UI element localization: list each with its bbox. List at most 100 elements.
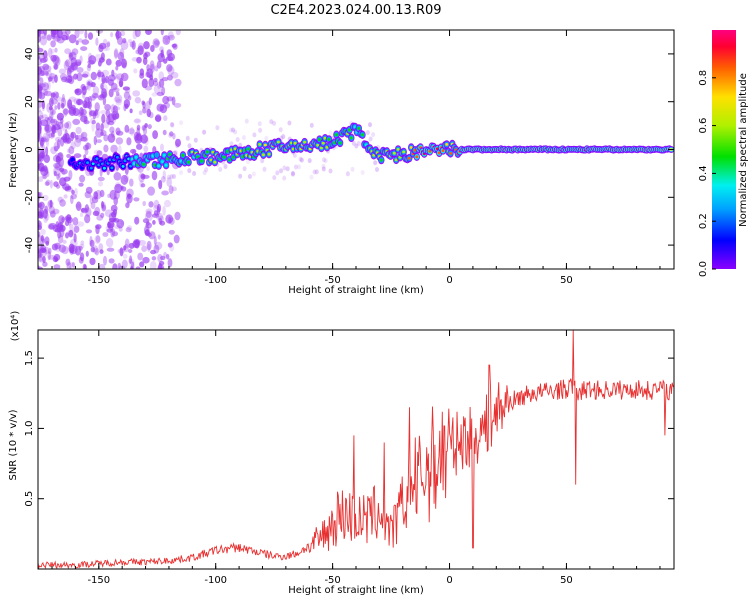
ridge-core bbox=[232, 155, 235, 159]
noise-blob bbox=[110, 104, 116, 113]
noise-blob bbox=[142, 200, 146, 207]
noise-blob bbox=[159, 104, 168, 114]
noise-blob bbox=[91, 122, 95, 132]
x-tick-label: 0 bbox=[446, 275, 452, 286]
noise-blob bbox=[83, 144, 89, 151]
noise-blob bbox=[285, 166, 290, 172]
noise-blob bbox=[61, 31, 68, 36]
noise-blob bbox=[128, 39, 132, 44]
noise-blob bbox=[279, 168, 283, 174]
noise-blob bbox=[75, 98, 84, 106]
noise-blob bbox=[45, 179, 51, 186]
noise-blob bbox=[60, 97, 67, 108]
noise-blob bbox=[51, 30, 59, 36]
noise-blob bbox=[272, 120, 277, 126]
noise-blob bbox=[38, 165, 44, 171]
noise-blob bbox=[66, 261, 72, 269]
noise-blob bbox=[38, 130, 42, 140]
noise-blob bbox=[38, 90, 42, 95]
noise-blob bbox=[157, 81, 161, 89]
noise-blob bbox=[145, 210, 152, 218]
noise-blob bbox=[80, 46, 88, 51]
y-tick-label: -40 bbox=[24, 237, 35, 253]
noise-blob bbox=[57, 102, 61, 110]
noise-blob bbox=[299, 157, 304, 163]
noise-blob bbox=[147, 186, 156, 196]
noise-blob bbox=[247, 174, 252, 179]
noise-blob bbox=[65, 59, 71, 67]
ridge-core bbox=[437, 151, 441, 155]
ridge-core bbox=[187, 160, 191, 164]
ridge-core bbox=[129, 164, 133, 168]
noise-blob bbox=[74, 187, 78, 197]
noise-blob bbox=[43, 90, 52, 97]
noise-blob bbox=[124, 124, 130, 133]
noise-blob bbox=[133, 238, 141, 245]
noise-blob bbox=[278, 127, 283, 133]
noise-blob bbox=[368, 136, 373, 142]
noise-blob bbox=[45, 138, 50, 147]
noise-blob bbox=[146, 108, 152, 118]
noise-blob bbox=[50, 48, 55, 54]
noise-blob bbox=[238, 173, 243, 179]
noise-blob bbox=[307, 158, 312, 164]
y-tick-label: 1.5 bbox=[24, 350, 35, 366]
noise-blob bbox=[50, 146, 57, 155]
snr-multiplier: (x10⁴) bbox=[10, 311, 21, 342]
noise-blob bbox=[84, 30, 88, 39]
noise-blob bbox=[160, 30, 164, 36]
noise-blob bbox=[103, 144, 109, 153]
noise-blob bbox=[133, 197, 140, 202]
noise-blob bbox=[127, 128, 135, 135]
noise-blob bbox=[115, 127, 121, 136]
noise-blob bbox=[74, 137, 82, 148]
noise-blob bbox=[46, 117, 51, 126]
noise-blob bbox=[80, 240, 85, 246]
noise-blob bbox=[38, 47, 44, 53]
noise-blob bbox=[39, 139, 44, 148]
ridge-core bbox=[181, 153, 185, 157]
x-tick-label: -100 bbox=[204, 275, 227, 286]
noise-blob bbox=[129, 108, 133, 114]
noise-blob bbox=[73, 153, 82, 159]
ridge-core bbox=[441, 149, 445, 153]
noise-blob bbox=[108, 217, 117, 222]
noise-blob bbox=[94, 248, 100, 256]
noise-blob bbox=[149, 63, 155, 73]
noise-blob bbox=[175, 143, 180, 149]
noise-blob bbox=[110, 227, 116, 238]
spectrum-panel: -150 -100 -50 0 50 -40 -20 0 20 40 Height of stra… bbox=[8, 29, 675, 296]
noise-blob bbox=[59, 199, 66, 207]
noise-blob bbox=[40, 137, 47, 142]
noise-blob bbox=[89, 239, 95, 248]
noise-blob bbox=[38, 66, 43, 75]
noise-blob bbox=[41, 173, 48, 179]
noise-blob bbox=[132, 90, 141, 97]
noise-blob bbox=[281, 134, 286, 140]
noise-blob bbox=[105, 109, 111, 118]
noise-blob bbox=[38, 124, 42, 135]
noise-blob bbox=[46, 171, 50, 177]
noise-blob bbox=[79, 174, 86, 183]
noise-blob bbox=[109, 113, 117, 124]
noise-blob bbox=[257, 121, 262, 127]
noise-blob bbox=[59, 73, 68, 81]
snr-xlabel: Height of straight line (km) bbox=[288, 585, 424, 596]
noise-blob bbox=[215, 125, 220, 131]
noise-blob bbox=[135, 266, 141, 269]
noise-blob bbox=[154, 241, 163, 250]
noise-blob bbox=[137, 45, 144, 56]
noise-blob bbox=[134, 30, 141, 38]
noise-blob bbox=[156, 203, 162, 213]
noise-blob bbox=[78, 182, 84, 187]
noise-blob bbox=[134, 216, 140, 225]
noise-blob bbox=[53, 64, 58, 70]
noise-blob bbox=[297, 164, 301, 170]
noise-blob bbox=[63, 194, 68, 199]
noise-blob bbox=[168, 216, 172, 224]
noise-blob bbox=[40, 244, 47, 253]
noise-blob bbox=[142, 218, 150, 224]
noise-blob bbox=[173, 234, 180, 244]
noise-blob bbox=[95, 235, 101, 243]
noise-blob bbox=[87, 81, 91, 86]
